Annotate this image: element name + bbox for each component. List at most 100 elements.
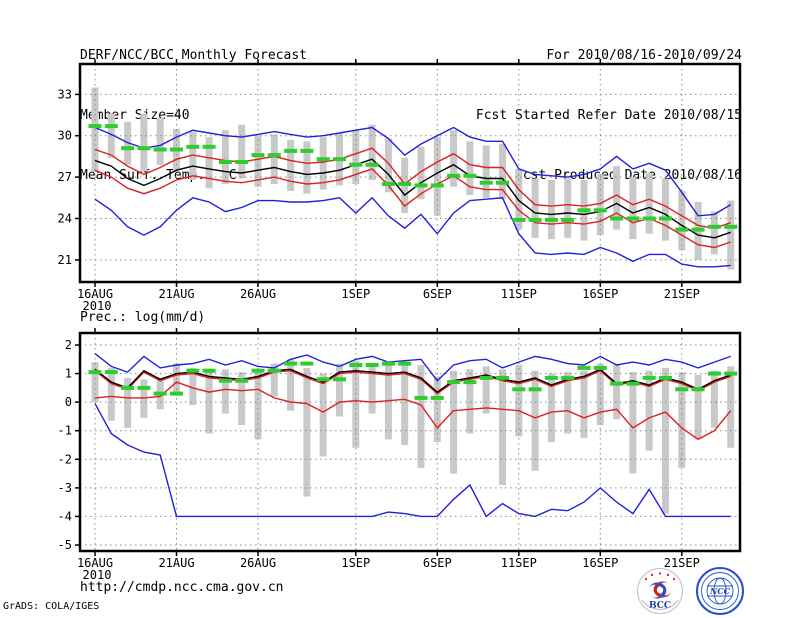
- ensemble-spread-bar: [450, 130, 458, 187]
- ensemble-spread-bar: [238, 372, 246, 425]
- ensemble-spread-bar: [91, 362, 99, 403]
- ensemble-spread-bar: [564, 178, 572, 238]
- ensemble-spread-bar: [629, 177, 637, 240]
- ensemble-spread-bar: [221, 130, 229, 184]
- x-tick-label: 16AUG: [77, 287, 113, 301]
- ensemble-spread-bar: [678, 372, 686, 468]
- ensemble-spread-bar: [466, 369, 474, 434]
- ensemble-spread-bar: [547, 179, 555, 240]
- plot-frame: [78, 62, 742, 284]
- precipitation-chart: 2 1 0 -1 -2 -3 -4 -5 16AUG 21AUG 26AUG 1SEP 6SEP 11SE…: [58, 328, 742, 582]
- ensemble-spread-bar: [564, 372, 572, 434]
- lower-spread-line: [94, 168, 731, 249]
- ensemble-spread-bar: [629, 372, 637, 474]
- ensemble-spread-bar: [710, 370, 718, 428]
- ensemble-spread-bar: [238, 124, 246, 179]
- ensemble-spread-bar: [124, 377, 132, 428]
- y-tick-label: -5: [58, 538, 72, 552]
- ensemble-spread-bar: [287, 359, 295, 411]
- y-tick-label: 30: [58, 129, 72, 143]
- ensemble-spread-bar: [319, 373, 327, 457]
- ensemble-min-line: [94, 403, 731, 518]
- ensemble-spread-bar: [613, 365, 621, 420]
- x-tick-label: 1SEP: [341, 556, 370, 570]
- y-tick-label: 24: [58, 212, 72, 226]
- ensemble-spread-bar: [662, 367, 669, 514]
- ensemble-spread-bar: [466, 141, 474, 196]
- plot-frame: [78, 331, 742, 553]
- ensemble-spread-bar: [319, 137, 327, 190]
- logos: BCC NCC: [637, 567, 744, 615]
- ensemble-spread-bar: [384, 138, 392, 193]
- ncc-logo-label: NCC: [709, 586, 731, 596]
- ensemble-spread-bar: [450, 370, 458, 474]
- ensemble-mean-line: [94, 368, 731, 393]
- ensemble-spread-bar: [613, 166, 621, 230]
- ensemble-spread-bar: [254, 135, 262, 187]
- ensemble-spread-bar: [401, 363, 409, 445]
- source-url: http://cmdp.ncc.cma.gov.cn: [80, 580, 284, 595]
- ensemble-spread-bar: [694, 375, 702, 440]
- ensemble-spread-bar: [384, 365, 392, 440]
- x-year-label: 2010: [83, 568, 112, 582]
- ensemble-spread-bar: [270, 134, 278, 185]
- y-tick-label: 33: [58, 87, 72, 101]
- ensemble-spread-bar: [140, 113, 148, 172]
- ensemble-max-line: [94, 126, 732, 217]
- ensemble-mean-line: [94, 158, 731, 239]
- y-tick-label: -2: [58, 452, 72, 466]
- ensemble-spread-bar: [303, 367, 311, 497]
- x-tick-label: 21AUG: [158, 556, 194, 570]
- y-tick-label: -1: [58, 424, 72, 438]
- x-tick-label: 21AUG: [158, 287, 194, 301]
- ncc-logo-icon: NCC: [696, 567, 744, 615]
- x-tick-label: 16SEP: [582, 556, 618, 570]
- y-tick-label: 1: [65, 367, 72, 381]
- ensemble-spread-bar: [482, 145, 490, 198]
- ensemble-spread-bar: [336, 363, 343, 417]
- grads-credit: GrADS: COLA/IGES: [3, 601, 100, 612]
- upper-spread-line: [94, 147, 731, 229]
- y-tick-label: 2: [65, 338, 72, 352]
- ensemble-spread-bar: [368, 365, 376, 414]
- ensemble-min-line: [94, 196, 731, 268]
- ensemble-spread-bar: [417, 146, 425, 200]
- ensemble-spread-bar: [531, 370, 539, 471]
- ensemble-spread-bar: [221, 369, 229, 414]
- ensemble-spread-bar: [352, 130, 360, 184]
- ensemble-spread-bar: [499, 144, 506, 200]
- y-tick-label: -3: [58, 481, 72, 495]
- ensemble-spread-bar: [417, 365, 425, 468]
- page-title: DERF/NCC/BCC Monthly Forecast: [80, 48, 307, 63]
- ensemble-max-line: [94, 353, 731, 382]
- y-tick-label: 0: [65, 395, 72, 409]
- ensemble-spread-bar: [531, 178, 539, 238]
- ensemble-spread-bar: [727, 200, 735, 270]
- ensemble-spread-bar: [482, 366, 490, 414]
- ensemble-spread-bar: [662, 178, 669, 241]
- ensemble-spread-bar: [710, 211, 718, 255]
- bcc-logo-icon: BCC: [637, 568, 683, 614]
- y-tick-label: 21: [58, 253, 72, 267]
- x-tick-label: 16AUG: [77, 556, 113, 570]
- ensemble-spread-bar: [368, 124, 376, 180]
- ensemble-spread-bar: [254, 372, 262, 440]
- ensemble-spread-bar: [515, 365, 523, 437]
- forecast-range-label: For 2010/08/16-2010/09/24: [546, 48, 742, 63]
- ensemble-spread-bar: [645, 370, 653, 451]
- x-tick-label: 6SEP: [423, 556, 452, 570]
- header-right: For 2010/08/16-2010/09/24 Fcst Started R…: [476, 6, 742, 226]
- lower-spread-line: [94, 381, 732, 441]
- y-tick-label: -4: [58, 509, 72, 523]
- refer-date-label: Fcst Started Refer Date 2010/08/15: [475, 108, 742, 123]
- ensemble-spread-bar: [580, 370, 588, 438]
- x-tick-label: 21SEP: [664, 287, 700, 301]
- y-tick-label: 27: [58, 170, 72, 184]
- ensemble-spread-bar: [270, 363, 278, 397]
- ensemble-spread-bar: [645, 173, 653, 234]
- ensemble-spread-bar: [303, 141, 311, 194]
- ensemble-spread-bar: [189, 367, 197, 405]
- ensemble-spread-bar: [287, 139, 295, 191]
